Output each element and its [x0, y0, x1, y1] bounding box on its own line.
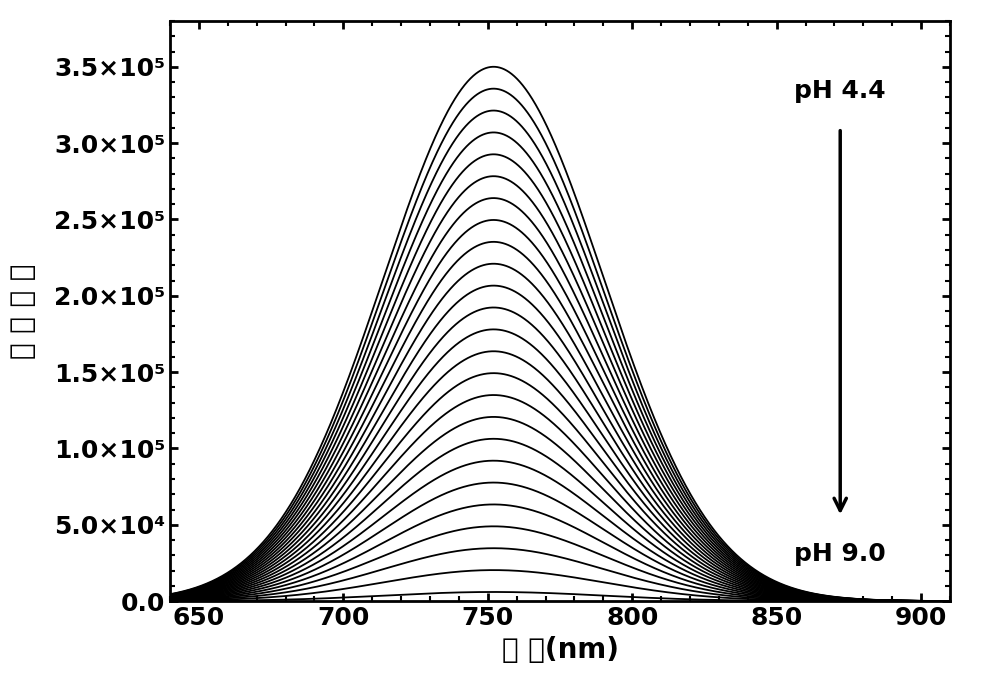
X-axis label: 波 长(nm): 波 长(nm)	[502, 635, 618, 663]
Y-axis label: 荧 光 強 度: 荧 光 強 度	[9, 264, 37, 359]
Text: pH 4.4: pH 4.4	[794, 80, 886, 103]
Text: pH 9.0: pH 9.0	[794, 542, 886, 565]
